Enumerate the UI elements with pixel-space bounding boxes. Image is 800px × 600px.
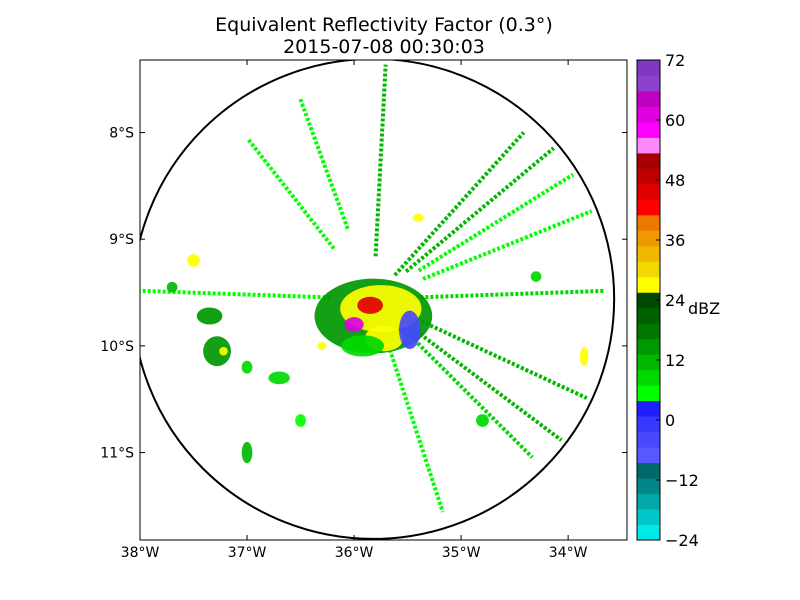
echo-region-14	[295, 414, 306, 427]
colorbar-tick-label-1: 60	[665, 111, 685, 130]
echo-region-8	[203, 336, 231, 367]
echo-region-17	[530, 271, 542, 282]
chart-title: Equivalent Reflectivity Factor (0.3°)	[215, 14, 553, 36]
colorbar-segment-1	[637, 509, 660, 526]
colorbar-segment-22	[637, 183, 660, 200]
colorbar-segment-19	[637, 230, 660, 247]
chart-subtitle: 2015-07-08 00:30:03	[283, 36, 485, 58]
colorbar-segment-5	[637, 447, 660, 464]
radial-streak-2	[404, 146, 555, 274]
radial-streak-4	[422, 209, 593, 281]
radial-streak-8	[402, 327, 534, 459]
y-tick-label-1: 9°S	[109, 232, 134, 248]
radial-streak-12	[298, 97, 350, 230]
echo-region-13	[268, 371, 290, 385]
colorbar-tick-label-2: 48	[665, 171, 685, 190]
x-tick-label-1: 37°W	[228, 545, 267, 561]
y-tick-label-3: 11°S	[100, 446, 134, 462]
colorbar-tick-label-3: 36	[665, 231, 685, 250]
radial-streak-7	[414, 329, 563, 442]
radial-streak-5	[405, 288, 604, 300]
colorbar-segment-26	[637, 121, 660, 138]
echo-region-12	[241, 360, 253, 374]
echo-region-6	[399, 310, 421, 350]
colorbar-segment-28	[637, 90, 660, 107]
radial-streak-3	[417, 172, 575, 273]
colorbar-segment-11	[637, 354, 660, 371]
echo-layer	[166, 213, 589, 464]
colorbar-segment-18	[637, 245, 660, 262]
colorbar-segment-13	[637, 323, 660, 340]
colorbar-segment-21	[637, 199, 660, 216]
y-tick-label-0: 8°S	[109, 126, 134, 142]
colorbar-tick-label-0: 72	[665, 51, 685, 70]
echo-region-18	[579, 346, 589, 367]
colorbar-segment-4	[637, 462, 660, 479]
echo-region-3	[344, 317, 364, 332]
x-tick-label-3: 35°W	[442, 545, 481, 561]
radial-streak-9	[387, 349, 445, 513]
colorbar-segment-30	[637, 60, 660, 76]
radial-streak-6	[411, 315, 588, 400]
colorbar-segment-17	[637, 261, 660, 278]
colorbar-segment-7	[637, 416, 660, 433]
colorbar-segment-24	[637, 152, 660, 169]
echo-region-19	[476, 414, 489, 427]
colorbar-segment-0	[637, 524, 660, 541]
echo-region-11	[166, 281, 178, 293]
colorbar-segment-9	[637, 385, 660, 402]
x-tick-label-2: 36°W	[335, 545, 374, 561]
radial-streak-1	[393, 131, 526, 277]
radial-streak-11	[246, 137, 336, 250]
range-ring-layer	[140, 60, 616, 540]
x-tick-label-4: 34°W	[549, 545, 588, 561]
colorbar-segment-15	[637, 292, 660, 309]
echo-region-15	[241, 441, 253, 464]
colorbar-segment-25	[637, 137, 660, 154]
colorbar-segment-27	[637, 106, 660, 123]
colorbar-segment-16	[637, 276, 660, 293]
colorbar-segment-2	[637, 493, 660, 510]
colorbar-tick-label-8: −24	[665, 531, 699, 550]
echo-region-10	[187, 254, 200, 267]
colorbar-tick-label-6: 0	[665, 411, 675, 430]
echo-region-16	[412, 213, 424, 223]
colorbar-segment-6	[637, 431, 660, 448]
colorbar-label: dBZ	[688, 299, 720, 318]
colorbar-segment-3	[637, 478, 660, 495]
echo-region-7	[196, 307, 223, 325]
x-axis: 38°W 37°W 36°W 35°W 34°W	[121, 60, 588, 561]
colorbar-segment-14	[637, 307, 660, 324]
colorbar-segment-20	[637, 214, 660, 231]
colorbar-tick-label-4: 24	[665, 291, 685, 310]
colorbar-segment-23	[637, 168, 660, 185]
colorbar: 72 60 48 36 24 12 0 −12 −24	[636, 51, 699, 550]
y-axis: 8°S 9°S 10°S 11°S	[100, 126, 627, 462]
colorbar-tick-label-7: −12	[665, 471, 699, 490]
echo-region-9	[219, 346, 228, 356]
radial-streak-0	[373, 64, 388, 257]
range-ring	[140, 60, 616, 540]
echo-region-20	[317, 341, 327, 351]
colorbar-segment-8	[637, 400, 660, 417]
colorbar-segment-10	[637, 369, 660, 386]
colorbar-segment-12	[637, 338, 660, 355]
x-tick-label-0: 38°W	[121, 545, 160, 561]
colorbar-segment-29	[637, 75, 660, 92]
colorbar-tick-label-5: 12	[665, 351, 685, 370]
echo-region-2	[357, 296, 383, 314]
plot-frame	[139, 59, 628, 541]
y-tick-label-2: 10°S	[100, 339, 134, 355]
echo-region-5	[341, 335, 385, 357]
